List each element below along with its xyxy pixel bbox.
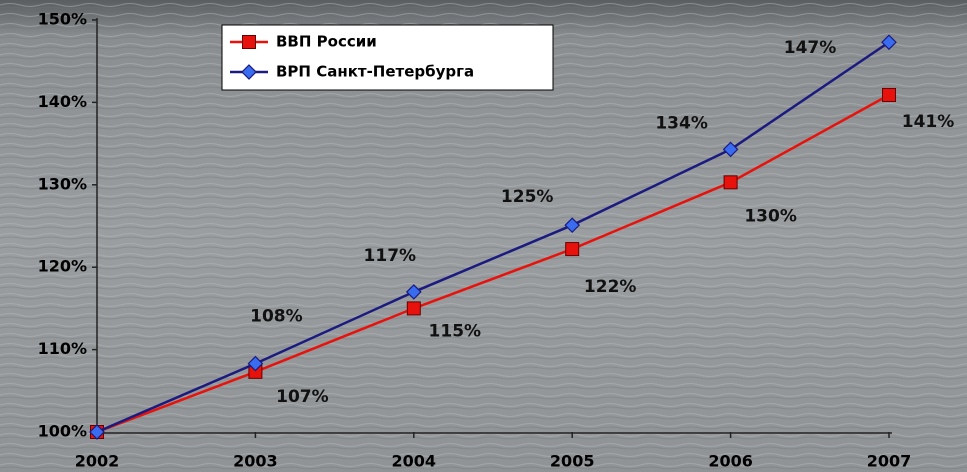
data-label: 108% <box>250 307 303 327</box>
data-label: 125% <box>501 187 554 207</box>
data-label: 130% <box>744 206 797 226</box>
data-label: 134% <box>655 113 708 133</box>
x-tick-label: 2002 <box>75 452 120 471</box>
chart: 100% 110% 120% 130% 140% 150% 2002 2003 2004 2005… <box>0 0 967 472</box>
x-tick-label: 2004 <box>392 452 437 471</box>
data-point <box>883 88 896 101</box>
legend-label: ВРП Санкт-Петербурга <box>276 63 474 81</box>
x-tick-label: 2003 <box>233 452 278 471</box>
data-label: 115% <box>429 321 482 341</box>
legend-label: ВВП России <box>276 33 377 51</box>
x-tick-label: 2006 <box>708 452 753 471</box>
y-tick-label: 120% <box>38 257 87 276</box>
data-point <box>566 243 579 256</box>
y-tick-label: 110% <box>38 339 87 358</box>
y-tick-label: 130% <box>38 174 87 193</box>
data-label: 107% <box>276 387 329 407</box>
x-tick-label: 2005 <box>550 452 595 471</box>
data-point <box>407 302 420 315</box>
y-tick-label: 100% <box>38 422 87 441</box>
y-tick-label: 140% <box>38 92 87 111</box>
data-label: 147% <box>784 38 837 58</box>
data-label: 117% <box>364 246 417 266</box>
y-tick-label: 150% <box>38 10 87 29</box>
data-label: 141% <box>902 112 955 132</box>
legend-marker <box>243 36 256 49</box>
data-point <box>724 176 737 189</box>
data-label: 122% <box>584 277 637 297</box>
x-tick-label: 2007 <box>867 452 912 471</box>
